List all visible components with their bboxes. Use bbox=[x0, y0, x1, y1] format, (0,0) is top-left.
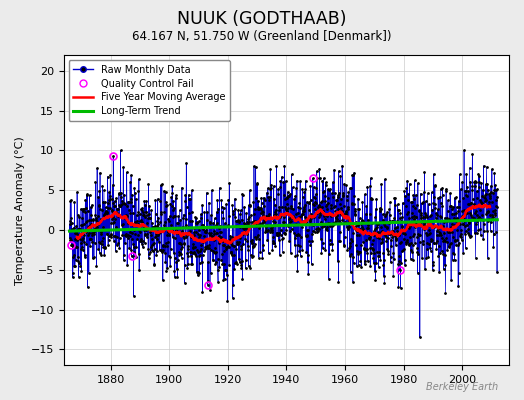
Text: NUUK (GODTHAAB): NUUK (GODTHAAB) bbox=[177, 10, 347, 28]
Text: Berkeley Earth: Berkeley Earth bbox=[425, 382, 498, 392]
Y-axis label: Temperature Anomaly (°C): Temperature Anomaly (°C) bbox=[15, 136, 25, 284]
Text: 64.167 N, 51.750 W (Greenland [Denmark]): 64.167 N, 51.750 W (Greenland [Denmark]) bbox=[132, 30, 392, 43]
Legend: Raw Monthly Data, Quality Control Fail, Five Year Moving Average, Long-Term Tren: Raw Monthly Data, Quality Control Fail, … bbox=[69, 60, 230, 121]
